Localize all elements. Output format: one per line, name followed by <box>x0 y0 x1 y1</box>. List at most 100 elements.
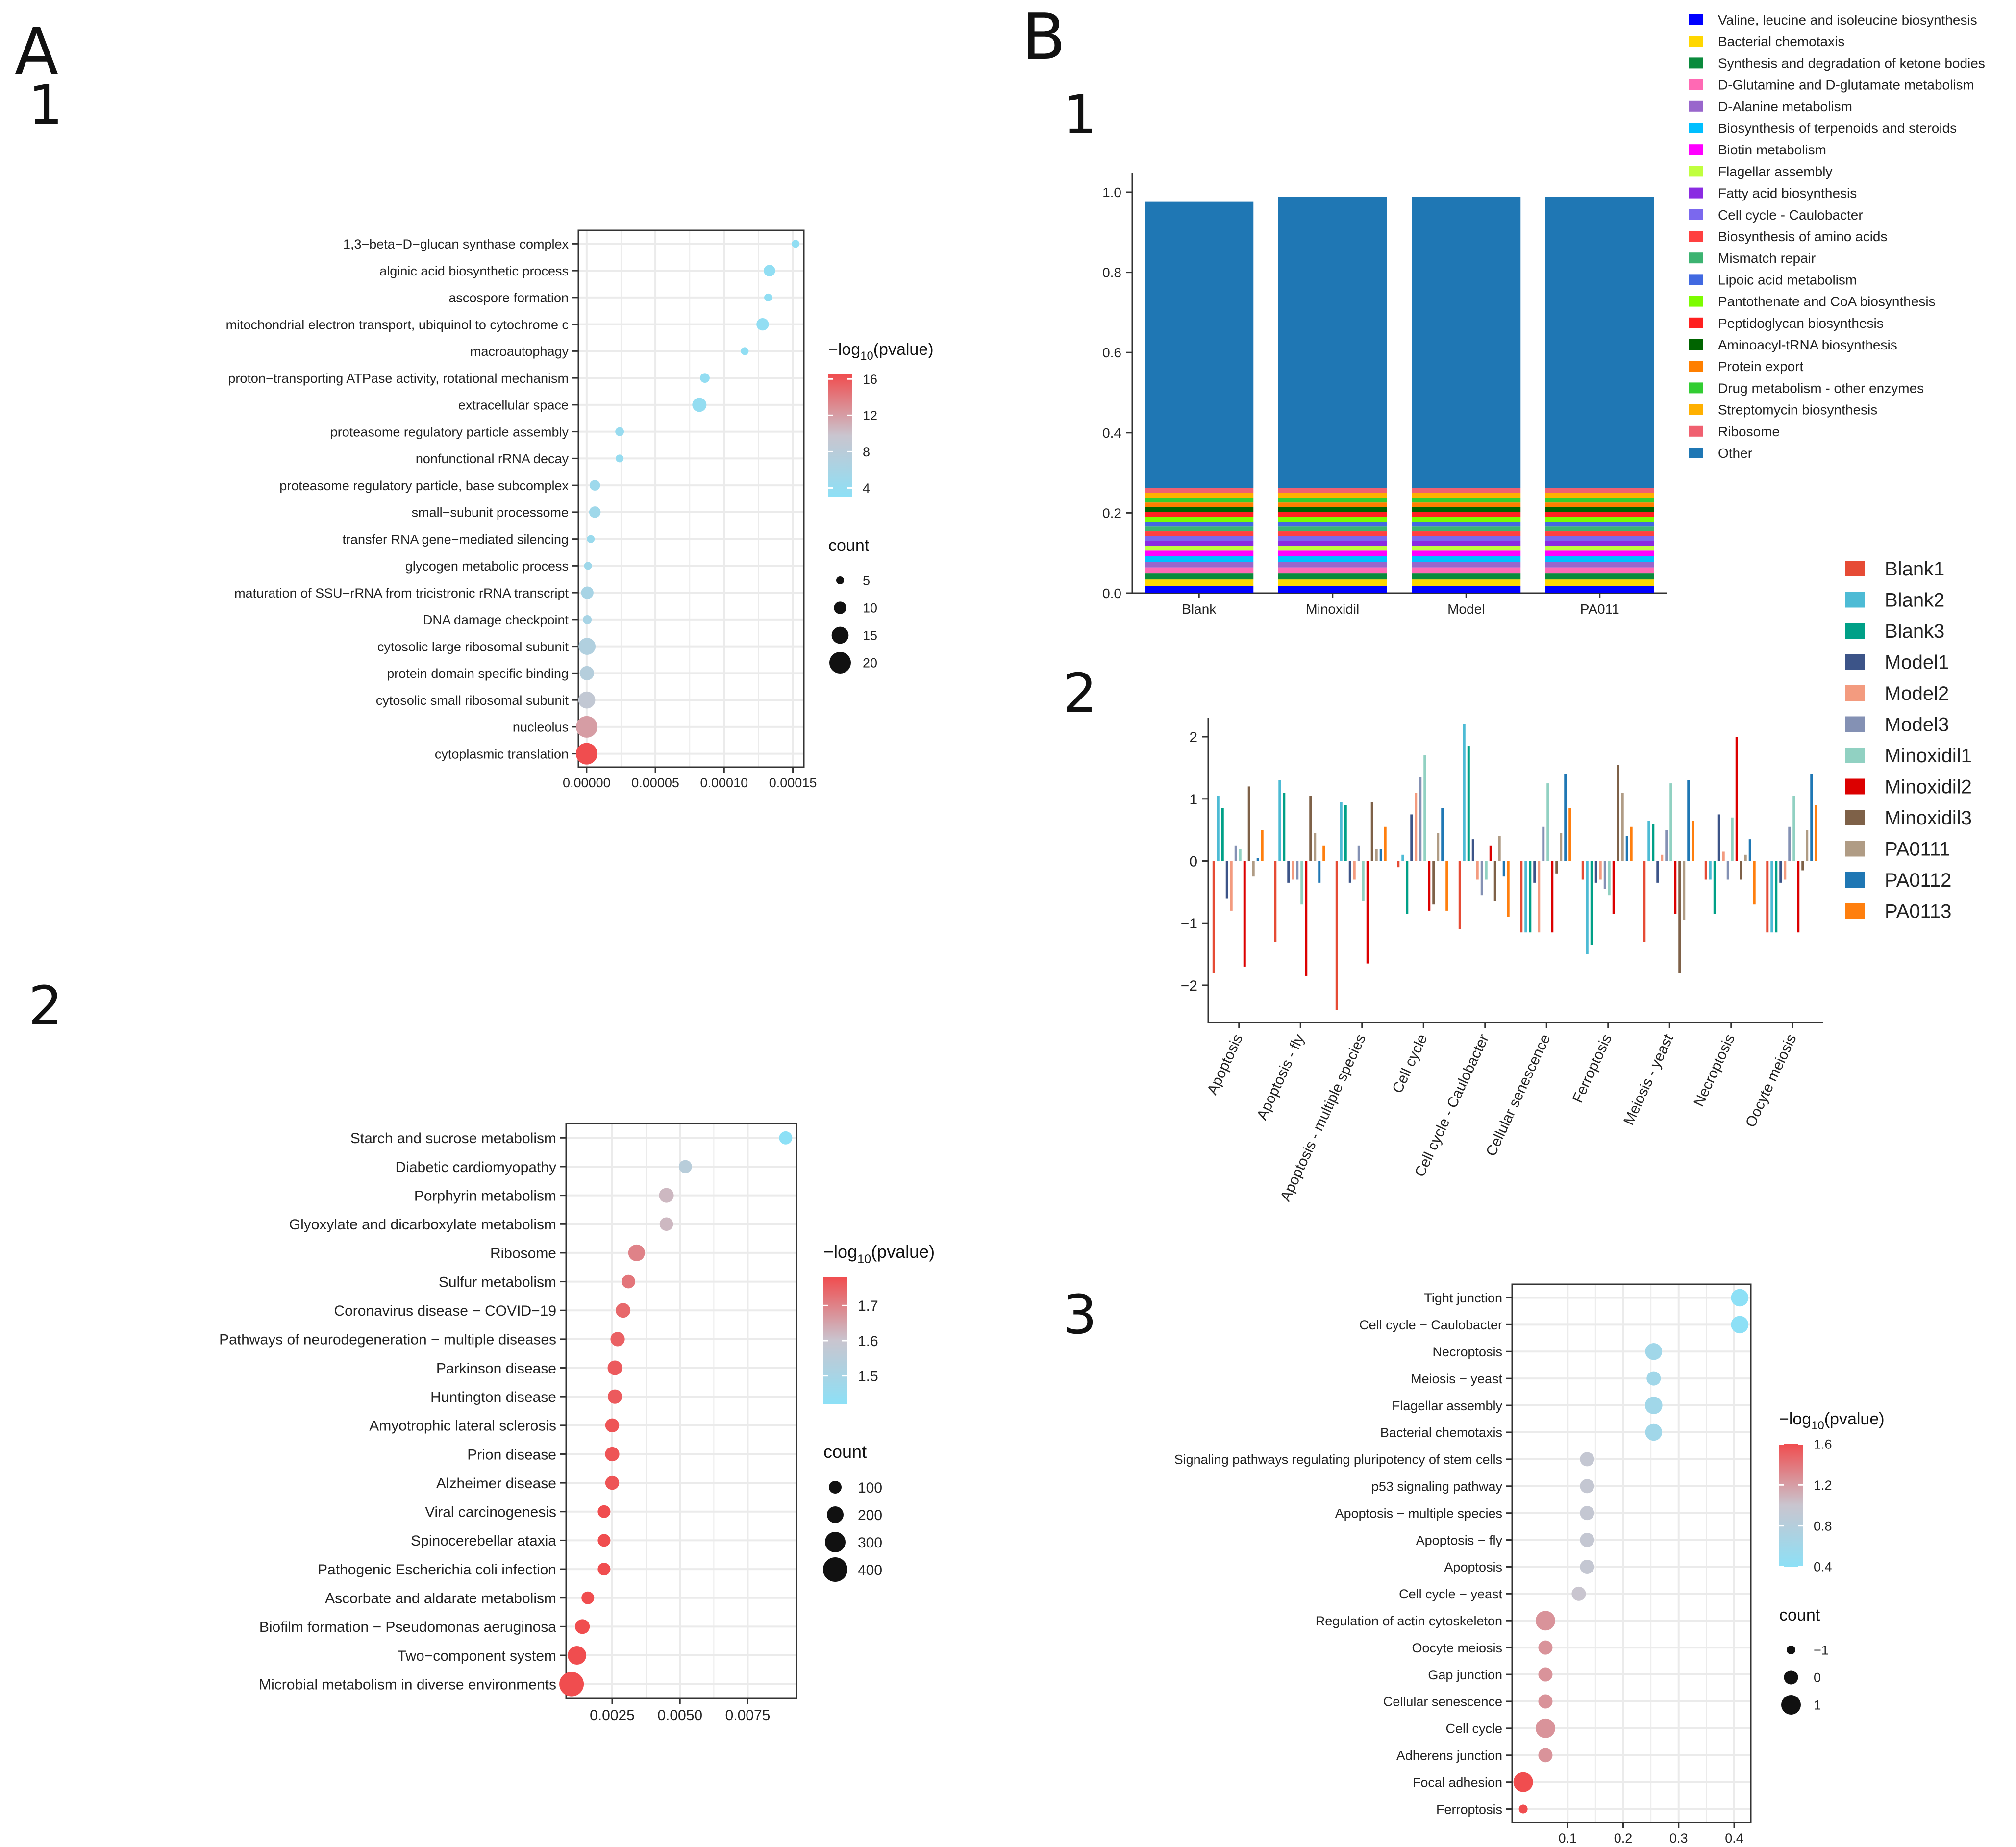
x-tick-label: 0.00000 <box>563 775 611 790</box>
size-legend-label: 400 <box>858 1562 882 1578</box>
bar <box>1274 861 1277 942</box>
bar-segment <box>1278 493 1387 498</box>
bar-segment <box>1412 488 1521 493</box>
y-tick-label: Glyoxylate and dicarboxylate metabolism <box>289 1217 556 1233</box>
bar <box>1542 826 1545 861</box>
legend-swatch <box>1689 339 1703 350</box>
legend-swatch <box>1689 404 1703 415</box>
chart-b3: Tight junction Cell cycle − Caulobacter Ne… <box>1174 1283 1885 1846</box>
bar <box>1603 861 1606 889</box>
legend-label: Aminoacyl-tRNA biosynthesis <box>1718 337 1897 352</box>
bar-segment <box>1145 488 1254 493</box>
y-tick-label: extracellular space <box>458 398 569 413</box>
y-tick-label: Porphyrin metabolism <box>414 1188 556 1204</box>
bar-segment <box>1412 512 1521 517</box>
y-tick-label: 0.4 <box>1102 425 1121 441</box>
bar <box>1687 780 1690 861</box>
bar <box>1524 861 1527 933</box>
data-point <box>597 1563 611 1576</box>
data-point <box>756 318 769 331</box>
bar-segment <box>1412 197 1521 488</box>
data-point <box>607 1389 622 1404</box>
x-tick-label: 0.00010 <box>700 775 748 790</box>
bar-segment <box>1545 550 1654 556</box>
panel-label-b1: 1 <box>1063 83 1097 146</box>
bar <box>1234 845 1237 861</box>
data-point <box>1580 1452 1594 1467</box>
color-legend-label: 1.7 <box>858 1298 878 1314</box>
y-tick-label: Adherens junction <box>1396 1748 1502 1763</box>
data-point <box>1731 1316 1749 1334</box>
bar <box>1498 836 1501 861</box>
legend-label: Other <box>1718 446 1752 461</box>
bar <box>1247 786 1250 861</box>
color-legend-title: −log10(pvalue) <box>823 1242 935 1266</box>
y-tick-label: 1 <box>1189 792 1197 808</box>
x-tick-label: Apoptosis <box>1204 1032 1246 1097</box>
y-tick-label: Pathways of neurodegeneration − multiple… <box>219 1332 556 1348</box>
y-tick-label: Ribosome <box>490 1246 556 1262</box>
legend-label: Model1 <box>1885 652 1949 674</box>
legend-swatch <box>1845 623 1865 639</box>
bar-segment <box>1412 522 1521 527</box>
legend-label: Cell cycle - Caulobacter <box>1718 207 1863 223</box>
color-legend-label: 1.6 <box>1814 1437 1832 1452</box>
data-point <box>1535 1718 1555 1738</box>
bar-segment <box>1145 550 1254 556</box>
data-point <box>659 1188 674 1203</box>
y-tick-label: Coronavirus disease − COVID−19 <box>334 1303 556 1319</box>
data-point <box>1571 1586 1586 1601</box>
bar <box>1731 817 1734 861</box>
bar-segment <box>1278 550 1387 556</box>
bar <box>1806 830 1809 861</box>
size-legend-label: 200 <box>858 1507 882 1523</box>
bar <box>1419 777 1422 861</box>
legend-swatch <box>1845 841 1865 857</box>
x-tick-label: 0.00015 <box>769 775 817 790</box>
color-legend-title: −log10(pvalue) <box>828 340 934 363</box>
bar <box>1366 861 1369 964</box>
bar <box>1678 861 1681 973</box>
chart-a1: 1,3−beta−D−glucan synthase complex algini… <box>226 229 934 790</box>
y-tick-label: 0.2 <box>1102 505 1121 521</box>
data-point <box>1731 1289 1749 1307</box>
bar-segment <box>1545 197 1654 488</box>
bar-segment <box>1412 546 1521 551</box>
data-point <box>700 373 710 383</box>
data-point <box>568 1646 587 1665</box>
bar <box>1788 826 1791 861</box>
y-tick-label: glycogen metabolic process <box>405 559 569 574</box>
legend-swatch <box>1689 100 1703 112</box>
bar <box>1379 849 1382 861</box>
data-point <box>1518 1804 1528 1814</box>
legend-label: Fatty acid biosynthesis <box>1718 186 1857 201</box>
bar <box>1375 849 1378 861</box>
x-tick-label: Oocyte meiosis <box>1742 1032 1800 1130</box>
bar-segment <box>1412 507 1521 512</box>
data-point <box>578 638 596 655</box>
bar <box>1630 826 1633 861</box>
bar <box>1555 861 1558 874</box>
bar-segment <box>1145 562 1254 568</box>
bar-segment <box>1278 567 1387 574</box>
data-point <box>559 1672 584 1697</box>
bar-segment <box>1412 536 1521 541</box>
bar <box>1489 845 1492 861</box>
y-tick-label: Cell cycle <box>1445 1722 1502 1736</box>
data-point <box>1580 1533 1594 1547</box>
legend-swatch <box>1689 448 1703 458</box>
bar <box>1507 861 1510 917</box>
bar <box>1779 861 1782 883</box>
bar-segment <box>1278 488 1387 493</box>
bar <box>1735 737 1738 861</box>
bar <box>1217 796 1220 861</box>
y-tick-label: Cell cycle − yeast <box>1399 1587 1502 1601</box>
bar-segment <box>1545 579 1654 586</box>
data-point <box>741 347 749 355</box>
legend-swatch <box>1689 57 1703 69</box>
bar <box>1726 861 1729 880</box>
y-tick-label: cytosolic large ribosomal subunit <box>377 639 569 654</box>
x-tick-label: Necroptosis <box>1691 1032 1738 1109</box>
bar-segment <box>1412 579 1521 586</box>
bar <box>1621 793 1624 861</box>
